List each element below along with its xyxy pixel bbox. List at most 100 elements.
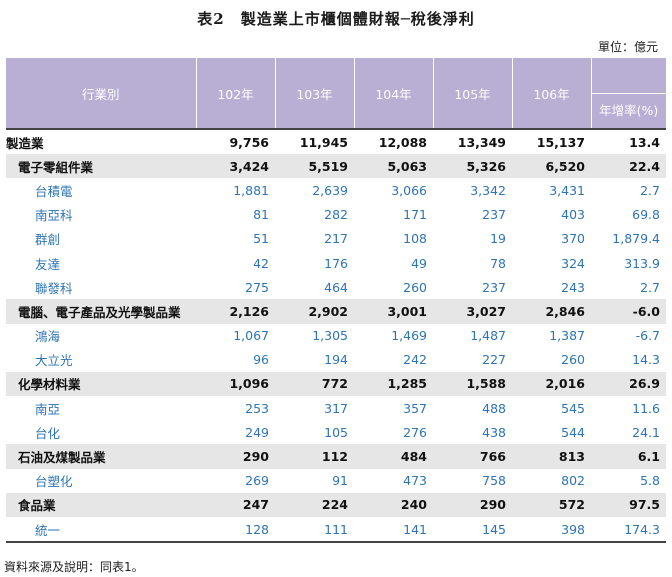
year-value-cell: 276 bbox=[403, 424, 427, 440]
growth-cell: 26.9 bbox=[591, 371, 666, 397]
year-value-cell: 317 bbox=[324, 400, 348, 416]
year-value-cell: 237 bbox=[482, 207, 506, 223]
company-row: 鴻海 1,067 1,305 1,469 1,487 1,387 -6.7 bbox=[6, 324, 666, 348]
header-growth: 年增率(%) bbox=[591, 58, 666, 129]
year-value-cell: 464 bbox=[324, 279, 348, 295]
year-value-cell: 242 bbox=[403, 352, 427, 368]
row-label: 友達 bbox=[35, 256, 61, 272]
row-label: 台積電 bbox=[35, 183, 73, 199]
year-value-cell: 141 bbox=[354, 517, 433, 544]
year-value-cell: 237 bbox=[482, 279, 506, 295]
row-label: 台塑化 bbox=[35, 474, 73, 490]
year-value-cell: 403 bbox=[561, 207, 585, 223]
year-value-cell: 572 bbox=[512, 492, 591, 517]
year-value-cell: 275 bbox=[245, 279, 269, 295]
year-value-cell: 105 bbox=[324, 424, 348, 440]
year-value-cell: 1,285 bbox=[354, 371, 433, 397]
year-value-cell: 1,487 bbox=[470, 328, 506, 344]
header-year: 102年 bbox=[196, 58, 276, 129]
year-value-cell: 9,756 bbox=[196, 127, 275, 155]
row-label: 大立光 bbox=[35, 353, 73, 369]
year-value-cell: 3,342 bbox=[470, 182, 506, 198]
row-label: 食品業 bbox=[6, 492, 196, 517]
year-value-cell: 1,387 bbox=[549, 328, 585, 344]
growth-cell: 2.7 bbox=[640, 182, 660, 198]
growth-cell: 5.8 bbox=[640, 473, 660, 489]
year-value-cell: 398 bbox=[512, 517, 591, 544]
year-value-cell: 290 bbox=[196, 444, 275, 469]
row-label: 化學材料業 bbox=[6, 371, 196, 397]
industry-row: 電腦、電子產品及光學製品業 2,126 2,902 3,001 3,027 2,846 -6… bbox=[6, 299, 666, 324]
year-value-cell: 49 bbox=[411, 255, 427, 271]
year-value-cell: 78 bbox=[490, 255, 506, 271]
industry-row: 食品業 247 224 240 290 572 97.5 bbox=[6, 492, 666, 517]
year-value-cell: 42 bbox=[253, 255, 269, 271]
year-value-cell: 260 bbox=[403, 279, 427, 295]
year-value-cell: 772 bbox=[275, 371, 354, 397]
growth-cell: 22.4 bbox=[591, 154, 666, 179]
year-value-cell: 545 bbox=[561, 400, 585, 416]
table-title: 表2 製造業上市櫃個體財報─稅後淨利 bbox=[0, 8, 672, 29]
header-year: 103年 bbox=[275, 58, 355, 129]
company-row: 南亞科 81 282 171 237 403 69.8 bbox=[6, 203, 666, 227]
year-value-cell: 1,067 bbox=[233, 328, 269, 344]
growth-cell: -6.0 bbox=[591, 299, 666, 324]
year-value-cell: 3,066 bbox=[391, 182, 427, 198]
year-value-cell: 247 bbox=[196, 492, 275, 517]
company-row: 台塑化 269 91 473 758 802 5.8 bbox=[6, 469, 666, 493]
growth-cell: 1,879.4 bbox=[612, 231, 660, 247]
year-value-cell: 357 bbox=[403, 400, 427, 416]
growth-cell: 24.1 bbox=[632, 424, 660, 440]
growth-cell: 6.1 bbox=[591, 444, 666, 469]
year-value-cell: 3,431 bbox=[549, 182, 585, 198]
year-value-cell: 758 bbox=[482, 473, 506, 489]
company-row: 聯發科 275 464 260 237 243 2.7 bbox=[6, 275, 666, 299]
year-value-cell: 171 bbox=[403, 207, 427, 223]
year-value-cell: 224 bbox=[275, 492, 354, 517]
industry-row: 化學材料業 1,096 772 1,285 1,588 2,016 26.9 bbox=[6, 371, 666, 397]
year-value-cell: 3,424 bbox=[196, 154, 275, 179]
company-row: 群創 51 217 108 19 370 1,879.4 bbox=[6, 227, 666, 251]
year-value-cell: 2,639 bbox=[312, 182, 348, 198]
year-value-cell: 227 bbox=[482, 352, 506, 368]
growth-cell: 97.5 bbox=[591, 492, 666, 517]
unit-label: 單位：億元 bbox=[597, 40, 658, 54]
growth-cell: 11.6 bbox=[632, 400, 660, 416]
year-value-cell: 2,016 bbox=[512, 371, 591, 397]
row-label: 鴻海 bbox=[35, 329, 61, 345]
row-label: 南亞科 bbox=[35, 208, 73, 224]
year-value-cell: 813 bbox=[512, 444, 591, 469]
growth-cell: -6.7 bbox=[635, 328, 660, 344]
growth-cell: 69.8 bbox=[632, 207, 660, 223]
year-value-cell: 473 bbox=[403, 473, 427, 489]
year-value-cell: 3,027 bbox=[433, 299, 512, 324]
year-value-cell: 2,902 bbox=[275, 299, 354, 324]
row-label: 南亞 bbox=[35, 401, 61, 417]
year-value-cell: 1,469 bbox=[391, 328, 427, 344]
year-value-cell: 217 bbox=[324, 231, 348, 247]
year-value-cell: 253 bbox=[245, 400, 269, 416]
year-value-cell: 13,349 bbox=[433, 127, 512, 155]
year-value-cell: 544 bbox=[561, 424, 585, 440]
year-value-cell: 112 bbox=[275, 444, 354, 469]
row-label: 電腦、電子產品及光學製品業 bbox=[6, 299, 196, 324]
year-value-cell: 6,520 bbox=[512, 154, 591, 179]
growth-cell: 313.9 bbox=[624, 255, 660, 271]
year-value-cell: 194 bbox=[324, 352, 348, 368]
growth-cell: 13.4 bbox=[591, 127, 666, 155]
year-value-cell: 249 bbox=[245, 424, 269, 440]
year-value-cell: 1,305 bbox=[312, 328, 348, 344]
row-label: 群創 bbox=[35, 232, 61, 248]
year-value-cell: 5,063 bbox=[354, 154, 433, 179]
total-row: 製造業 9,756 11,945 12,088 13,349 15,137 13.4 bbox=[6, 127, 666, 155]
net-profit-table: 行業別 102年 103年 104年 105年 106年 年增率(%) 製造業 9… bbox=[6, 58, 666, 544]
year-value-cell: 1,588 bbox=[433, 371, 512, 397]
header-year: 104年 bbox=[354, 58, 434, 129]
company-row: 友達 42 176 49 78 324 313.9 bbox=[6, 251, 666, 275]
year-value-cell: 802 bbox=[561, 473, 585, 489]
source-note: 資料來源及說明：同表1。 bbox=[4, 560, 144, 574]
year-value-cell: 2,126 bbox=[196, 299, 275, 324]
row-label: 電子零組件業 bbox=[6, 154, 196, 179]
growth-cell: 14.3 bbox=[632, 352, 660, 368]
row-label: 統一 bbox=[6, 517, 196, 544]
